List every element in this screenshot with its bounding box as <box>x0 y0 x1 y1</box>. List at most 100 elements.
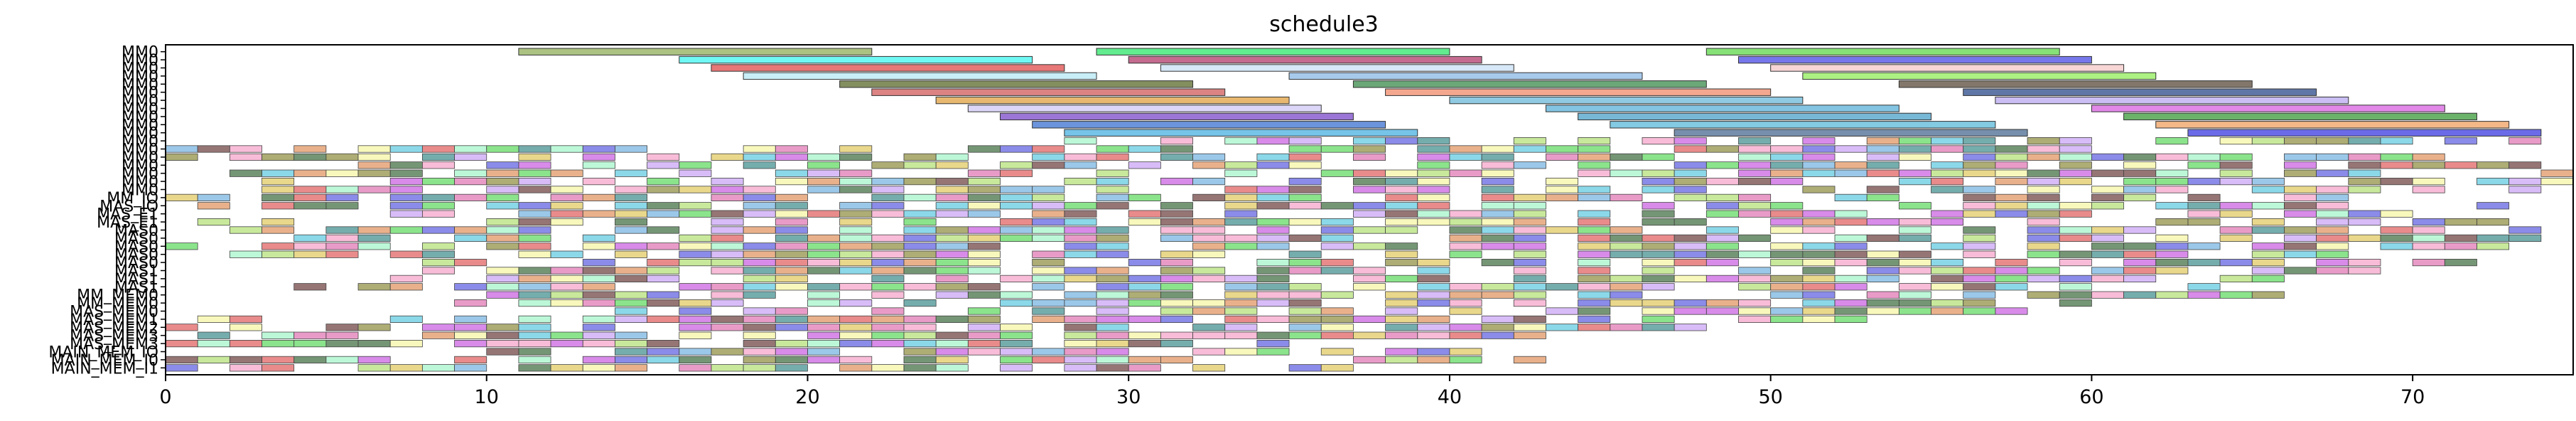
task-block <box>325 193 359 202</box>
task-block <box>2251 186 2285 193</box>
task-block <box>647 226 680 234</box>
task-block <box>1513 243 1546 250</box>
task-block <box>2187 161 2221 169</box>
task-block <box>1256 193 1290 202</box>
task-block <box>229 324 262 331</box>
task-block <box>743 315 776 324</box>
task-block <box>1834 275 1868 283</box>
task-block <box>1705 275 1739 283</box>
task-block <box>2091 250 2124 258</box>
task-block <box>1064 153 1097 161</box>
task-block <box>486 186 519 193</box>
task-block <box>550 186 583 193</box>
task-block <box>743 250 776 258</box>
task-block <box>486 234 519 243</box>
task-block <box>1481 291 1514 299</box>
task-block <box>711 267 744 275</box>
task-block <box>1417 177 1450 186</box>
task-block <box>550 299 583 307</box>
task-block <box>1032 315 1065 324</box>
task-block <box>486 339 519 348</box>
task-block <box>1192 324 1226 331</box>
task-block <box>1128 275 1161 283</box>
task-block <box>2251 275 2285 283</box>
task-block <box>1513 267 1546 275</box>
task-block <box>1866 161 1899 169</box>
task-block <box>775 177 808 186</box>
task-block <box>1064 137 1097 145</box>
task-block <box>1224 243 1258 250</box>
task-block <box>1610 283 1643 291</box>
task-block <box>1353 275 1386 283</box>
task-bar <box>2091 105 2445 112</box>
task-block <box>775 234 808 243</box>
task-block <box>389 250 423 258</box>
task-block <box>1802 267 1836 275</box>
task-block <box>1288 234 1322 243</box>
task-block <box>197 218 230 226</box>
task-block <box>1032 283 1065 291</box>
task-block <box>1064 275 1097 283</box>
task-block <box>454 299 487 307</box>
task-block <box>871 267 905 275</box>
y-tick-label: MAS_IO <box>99 198 158 215</box>
task-block <box>935 331 969 339</box>
task-block <box>454 145 487 153</box>
task-block <box>1642 210 1675 218</box>
task-block <box>2155 234 2189 243</box>
task-block <box>2284 137 2317 145</box>
task-block <box>1738 234 1772 243</box>
task-block <box>2219 137 2253 145</box>
task-block <box>197 339 230 348</box>
y-tick-label: MM0 <box>122 52 158 70</box>
task-block <box>389 364 423 372</box>
task-block <box>2316 210 2349 218</box>
y-tick-label: MM0 <box>122 92 158 110</box>
task-block <box>743 161 776 169</box>
task-block <box>2316 243 2349 250</box>
task-block <box>1513 356 1546 364</box>
task-block <box>1449 307 1482 315</box>
task-block <box>293 250 327 258</box>
task-block <box>421 267 455 275</box>
task-block <box>679 364 712 372</box>
task-block <box>550 218 583 226</box>
task-block <box>2091 186 2124 193</box>
task-block <box>1770 161 1804 169</box>
task-block <box>582 177 615 186</box>
y-tick-label: MM0 <box>122 60 158 78</box>
task-bar <box>871 88 1226 96</box>
task-block <box>389 210 423 218</box>
task-block <box>229 315 262 324</box>
task-block <box>1738 275 1772 283</box>
task-block <box>582 291 615 299</box>
task-block <box>1449 153 1482 161</box>
chart-title: schedule3 <box>1269 12 1379 37</box>
task-block <box>2251 177 2285 186</box>
task-block <box>550 339 583 348</box>
task-block <box>1192 250 1226 258</box>
task-block <box>1481 169 1514 177</box>
task-block <box>582 299 615 307</box>
task-block <box>679 299 712 307</box>
task-block <box>357 243 391 250</box>
task-bar <box>1096 48 1450 55</box>
task-block <box>229 169 262 177</box>
task-block <box>454 339 487 348</box>
task-block <box>357 145 391 153</box>
task-block <box>2027 243 2060 250</box>
task-bar <box>679 55 1033 64</box>
task-block <box>2219 153 2253 161</box>
task-block <box>711 153 744 161</box>
task-block <box>1995 169 2028 177</box>
y-tick-label: MAS0 <box>114 238 158 256</box>
task-block <box>647 177 680 186</box>
task-block <box>615 291 648 299</box>
task-block <box>871 161 905 169</box>
task-block <box>2412 218 2445 226</box>
y-tick-label: MAIN_MEM_I1 <box>51 360 158 378</box>
task-block <box>615 348 648 356</box>
task-block <box>967 348 1001 356</box>
task-block <box>775 339 808 348</box>
task-block <box>1834 250 1868 258</box>
